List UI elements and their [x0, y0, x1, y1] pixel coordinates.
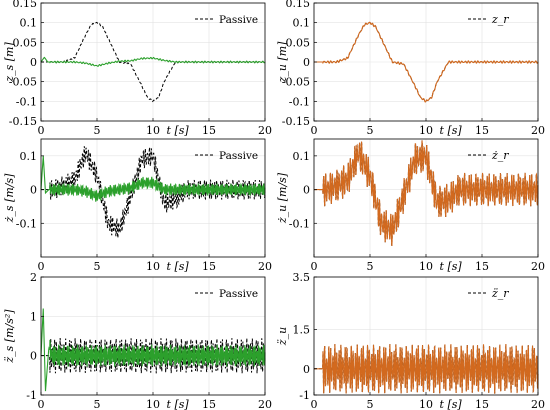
- x-tick-label: 0: [311, 260, 318, 273]
- y-axis-label: ż_s [m/s]: [3, 173, 16, 224]
- legend: Passive: [195, 150, 258, 162]
- x-tick-label: 10: [146, 124, 160, 137]
- y-tick-label: -0.15: [9, 115, 37, 128]
- x-tick-label: 15: [475, 398, 489, 410]
- x-tick-label: 20: [531, 260, 545, 273]
- legend-label: Passive: [219, 14, 258, 26]
- series-line-controlled: [314, 140, 539, 246]
- x-tick-label: 0: [311, 124, 318, 137]
- legend: Passive: [195, 14, 258, 26]
- x-axis-label: t [s]: [167, 260, 190, 273]
- x-tick-label: 20: [258, 124, 272, 137]
- panel-zu-ddot: 0 5 10 15 203.51.50-1t [s]z̈_uz̈_r: [276, 271, 545, 410]
- y-tick-label: 0.05: [13, 36, 38, 49]
- x-tick-label: 10: [419, 398, 433, 410]
- y-tick-label: 0.15: [13, 0, 38, 10]
- y-tick-label: 0.1: [20, 17, 38, 30]
- x-tick-label: 5: [94, 398, 101, 410]
- y-axis-label: ż_u [m/s]: [276, 172, 289, 224]
- series-line-controlled: [314, 343, 539, 394]
- x-tick-label: 10: [419, 124, 433, 137]
- x-tick-label: 10: [146, 260, 160, 273]
- x-tick-label: 0: [38, 260, 45, 273]
- y-tick-label: 0.1: [293, 150, 311, 163]
- y-tick-label: 1.5: [293, 323, 311, 336]
- x-axis-label: t [s]: [167, 124, 190, 137]
- panel-zs-dot: 0 5 10 15 20 0.1 0 -0.1 t [s] ż_s [m/s] Passive: [3, 138, 272, 273]
- y-tick-label: 0: [303, 363, 310, 376]
- x-axis-label: t [s]: [440, 124, 463, 137]
- y-axis-label: z̈_s [m/s²]: [3, 309, 16, 364]
- x-tick-label: 15: [475, 260, 489, 273]
- x-tick-label: 15: [202, 124, 216, 137]
- y-tick-label: 0.1: [293, 17, 311, 30]
- x-tick-label: 10: [146, 398, 160, 410]
- y-tick-label: -1: [299, 389, 310, 402]
- x-tick-label: 0: [38, 398, 45, 410]
- y-tick-label: -0.15: [282, 115, 310, 128]
- x-tick-label: 5: [367, 124, 374, 137]
- legend-label: Passive: [219, 288, 258, 300]
- x-axis-label: t [s]: [440, 398, 463, 410]
- legend: ż_r: [468, 149, 509, 162]
- y-tick-label: -0.1: [289, 95, 310, 108]
- y-tick-label: -0.05: [9, 76, 37, 89]
- x-tick-label: 20: [531, 124, 545, 137]
- x-tick-label: 5: [94, 124, 101, 137]
- series-line-passive: [41, 146, 266, 239]
- legend-label: Passive: [219, 150, 258, 162]
- y-tick-label: 0.1: [20, 150, 38, 163]
- y-axis-label: z_s [m]: [3, 42, 16, 83]
- y-tick-label: 0: [30, 350, 37, 363]
- x-tick-label: 0: [38, 124, 45, 137]
- x-axis-label: t [s]: [167, 398, 190, 410]
- panel-zs: 0 5 10 15 20 0.15 0.1 0.05 0 -0.05 -0.1 -0.15 t [s] z…: [3, 0, 272, 137]
- legend-label: ż_r: [491, 149, 509, 162]
- panel-zu-dot: 0 5 10 15 20 0.1 0 -0.1 t [s] ż_u [m/s] ż_r: [276, 138, 545, 273]
- series-line-controlled: [40, 56, 266, 67]
- legend-label: z_r: [491, 13, 509, 26]
- x-tick-label: 0: [311, 398, 318, 410]
- y-tick-label: -0.1: [16, 95, 37, 108]
- legend-label: z̈_r: [491, 287, 509, 300]
- x-tick-label: 10: [419, 260, 433, 273]
- y-tick-label: 0: [303, 184, 310, 197]
- legend: Passive: [195, 288, 258, 300]
- y-tick-label: 0.15: [286, 0, 311, 10]
- x-axis-label: t [s]: [440, 260, 463, 273]
- x-tick-label: 20: [258, 398, 272, 410]
- y-tick-label: -1: [26, 389, 37, 402]
- y-tick-label: 0: [303, 56, 310, 69]
- legend: z_r: [468, 13, 509, 26]
- x-tick-label: 15: [202, 260, 216, 273]
- x-tick-label: 5: [367, 398, 374, 410]
- y-tick-label: 0: [30, 56, 37, 69]
- legend: z̈_r: [468, 287, 509, 300]
- x-tick-label: 5: [367, 260, 374, 273]
- x-tick-label: 20: [258, 260, 272, 273]
- y-tick-label: -0.1: [289, 217, 310, 230]
- y-tick-label: -0.05: [282, 76, 310, 89]
- y-tick-label: 0: [30, 184, 37, 197]
- series-line-controlled: [40, 308, 266, 392]
- y-axis-label: z̈_u: [276, 327, 289, 346]
- x-tick-label: 15: [202, 398, 216, 410]
- series-line-controlled: [314, 21, 539, 103]
- x-tick-label: 20: [531, 398, 545, 410]
- y-tick-label: 1: [30, 310, 37, 323]
- y-tick-label: -0.1: [16, 217, 37, 230]
- panel-zu: 0 5 10 15 20 0.15 0.1 0.05 0 -0.05 -0.1 -0.15 t [s] z…: [276, 0, 545, 137]
- y-tick-label: 0.05: [286, 36, 311, 49]
- series-line-controlled: [40, 155, 266, 202]
- x-tick-label: 5: [94, 260, 101, 273]
- x-tick-label: 15: [475, 124, 489, 137]
- y-axis-label: z_u [m]: [276, 41, 289, 84]
- y-tick-label: 3.5: [293, 271, 311, 284]
- y-tick-label: 2: [30, 271, 37, 284]
